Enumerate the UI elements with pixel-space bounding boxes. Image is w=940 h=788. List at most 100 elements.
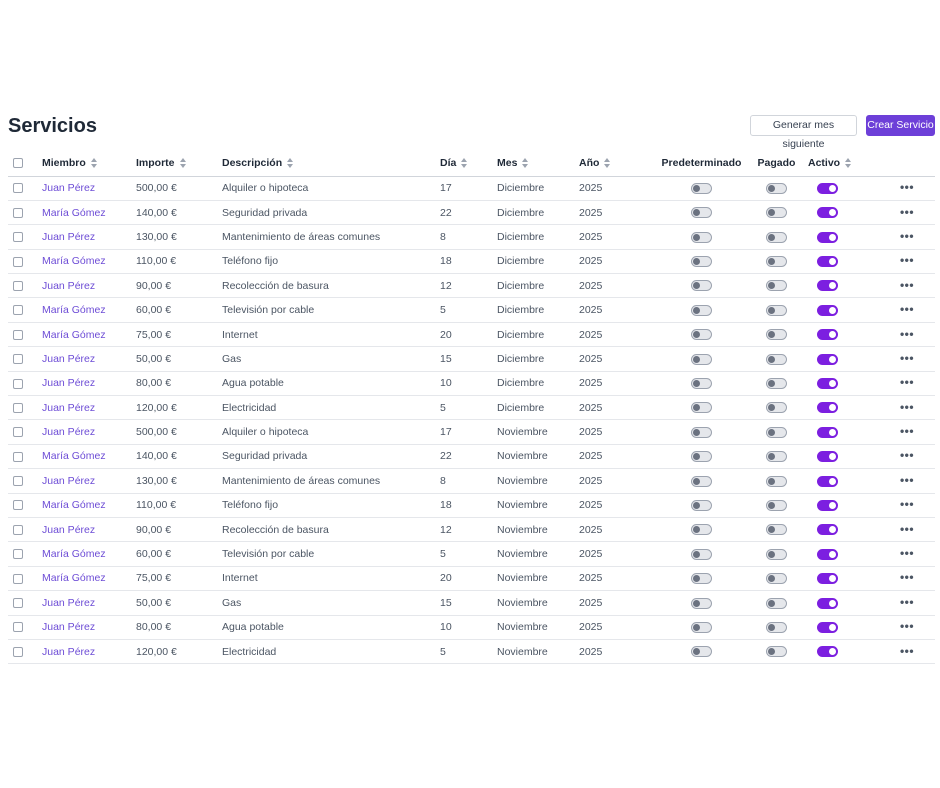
more-icon[interactable]: •••	[899, 643, 915, 658]
row-checkbox[interactable]	[13, 183, 23, 194]
default-toggle[interactable]	[691, 548, 712, 560]
member-link[interactable]: Juan Pérez	[42, 426, 96, 439]
paid-toggle[interactable]	[766, 548, 787, 560]
default-toggle[interactable]	[691, 426, 712, 438]
paid-toggle[interactable]	[766, 280, 787, 292]
more-icon[interactable]: •••	[899, 375, 915, 390]
default-toggle[interactable]	[691, 646, 712, 658]
paid-toggle[interactable]	[766, 475, 787, 487]
paid-toggle[interactable]	[766, 304, 787, 316]
paid-toggle[interactable]	[766, 621, 787, 633]
active-toggle[interactable]	[817, 524, 838, 536]
row-checkbox[interactable]	[13, 232, 23, 243]
row-checkbox[interactable]	[13, 451, 23, 462]
active-toggle[interactable]	[817, 182, 838, 194]
more-icon[interactable]: •••	[899, 424, 915, 439]
paid-toggle[interactable]	[766, 329, 787, 341]
paid-toggle[interactable]	[766, 256, 787, 268]
member-link[interactable]: Juan Pérez	[42, 279, 96, 292]
member-link[interactable]: María Gómez	[42, 450, 106, 463]
sort-icon[interactable]	[845, 157, 852, 168]
select-all-checkbox[interactable]	[13, 157, 23, 168]
column-amount[interactable]: Importe	[136, 150, 222, 177]
active-toggle[interactable]	[817, 207, 838, 219]
row-checkbox[interactable]	[13, 378, 23, 389]
active-toggle[interactable]	[817, 402, 838, 414]
member-link[interactable]: María Gómez	[42, 206, 106, 219]
default-toggle[interactable]	[691, 597, 712, 609]
member-link[interactable]: Juan Pérez	[42, 352, 96, 365]
column-active[interactable]: Activo	[808, 150, 879, 177]
paid-toggle[interactable]	[766, 524, 787, 536]
default-toggle[interactable]	[691, 451, 712, 463]
active-toggle[interactable]	[817, 597, 838, 609]
default-toggle[interactable]	[691, 329, 712, 341]
member-link[interactable]: Juan Pérez	[42, 596, 96, 609]
row-checkbox[interactable]	[13, 427, 23, 438]
more-icon[interactable]: •••	[899, 521, 915, 536]
more-icon[interactable]: •••	[899, 619, 915, 634]
default-toggle[interactable]	[691, 280, 712, 292]
more-icon[interactable]: •••	[899, 399, 915, 414]
active-toggle[interactable]	[817, 256, 838, 268]
member-link[interactable]: Juan Pérez	[42, 182, 96, 195]
more-icon[interactable]: •••	[899, 594, 915, 609]
more-icon[interactable]: •••	[899, 253, 915, 268]
row-checkbox[interactable]	[13, 207, 23, 218]
row-checkbox[interactable]	[13, 549, 23, 560]
member-link[interactable]: María Gómez	[42, 499, 106, 512]
paid-toggle[interactable]	[766, 597, 787, 609]
default-toggle[interactable]	[691, 621, 712, 633]
member-link[interactable]: Juan Pérez	[42, 621, 96, 634]
row-checkbox[interactable]	[13, 573, 23, 584]
default-toggle[interactable]	[691, 207, 712, 219]
member-link[interactable]: María Gómez	[42, 255, 106, 268]
paid-toggle[interactable]	[766, 646, 787, 658]
more-icon[interactable]: •••	[899, 448, 915, 463]
row-checkbox[interactable]	[13, 402, 23, 413]
generate-next-month-button[interactable]: Generar mes siguiente	[750, 115, 857, 150]
sort-icon[interactable]	[522, 157, 529, 168]
active-toggle[interactable]	[817, 499, 838, 511]
paid-toggle[interactable]	[766, 182, 787, 194]
active-toggle[interactable]	[817, 426, 838, 438]
default-toggle[interactable]	[691, 524, 712, 536]
active-toggle[interactable]	[817, 231, 838, 243]
column-year[interactable]: Año	[579, 150, 658, 177]
column-description[interactable]: Descripción	[222, 150, 440, 177]
more-icon[interactable]: •••	[899, 497, 915, 512]
sort-icon[interactable]	[287, 157, 294, 168]
sort-icon[interactable]	[461, 157, 468, 168]
row-checkbox[interactable]	[13, 646, 23, 657]
more-icon[interactable]: •••	[899, 546, 915, 561]
member-link[interactable]: María Gómez	[42, 548, 106, 561]
more-icon[interactable]: •••	[899, 570, 915, 585]
sort-icon[interactable]	[604, 157, 611, 168]
paid-toggle[interactable]	[766, 451, 787, 463]
active-toggle[interactable]	[817, 304, 838, 316]
paid-toggle[interactable]	[766, 231, 787, 243]
more-icon[interactable]: •••	[899, 472, 915, 487]
more-icon[interactable]: •••	[899, 180, 915, 195]
row-checkbox[interactable]	[13, 524, 23, 535]
column-month[interactable]: Mes	[497, 150, 579, 177]
active-toggle[interactable]	[817, 475, 838, 487]
column-day[interactable]: Día	[440, 150, 497, 177]
more-icon[interactable]: •••	[899, 326, 915, 341]
member-link[interactable]: Juan Pérez	[42, 230, 96, 243]
member-link[interactable]: Juan Pérez	[42, 474, 96, 487]
default-toggle[interactable]	[691, 402, 712, 414]
active-toggle[interactable]	[817, 548, 838, 560]
default-toggle[interactable]	[691, 231, 712, 243]
more-icon[interactable]: •••	[899, 277, 915, 292]
member-link[interactable]: Juan Pérez	[42, 645, 96, 658]
default-toggle[interactable]	[691, 182, 712, 194]
member-link[interactable]: Juan Pérez	[42, 401, 96, 414]
active-toggle[interactable]	[817, 573, 838, 585]
sort-icon[interactable]	[179, 157, 187, 168]
row-checkbox[interactable]	[13, 598, 23, 609]
row-checkbox[interactable]	[13, 354, 23, 365]
row-checkbox[interactable]	[13, 500, 23, 511]
more-icon[interactable]: •••	[899, 228, 915, 243]
paid-toggle[interactable]	[766, 426, 787, 438]
